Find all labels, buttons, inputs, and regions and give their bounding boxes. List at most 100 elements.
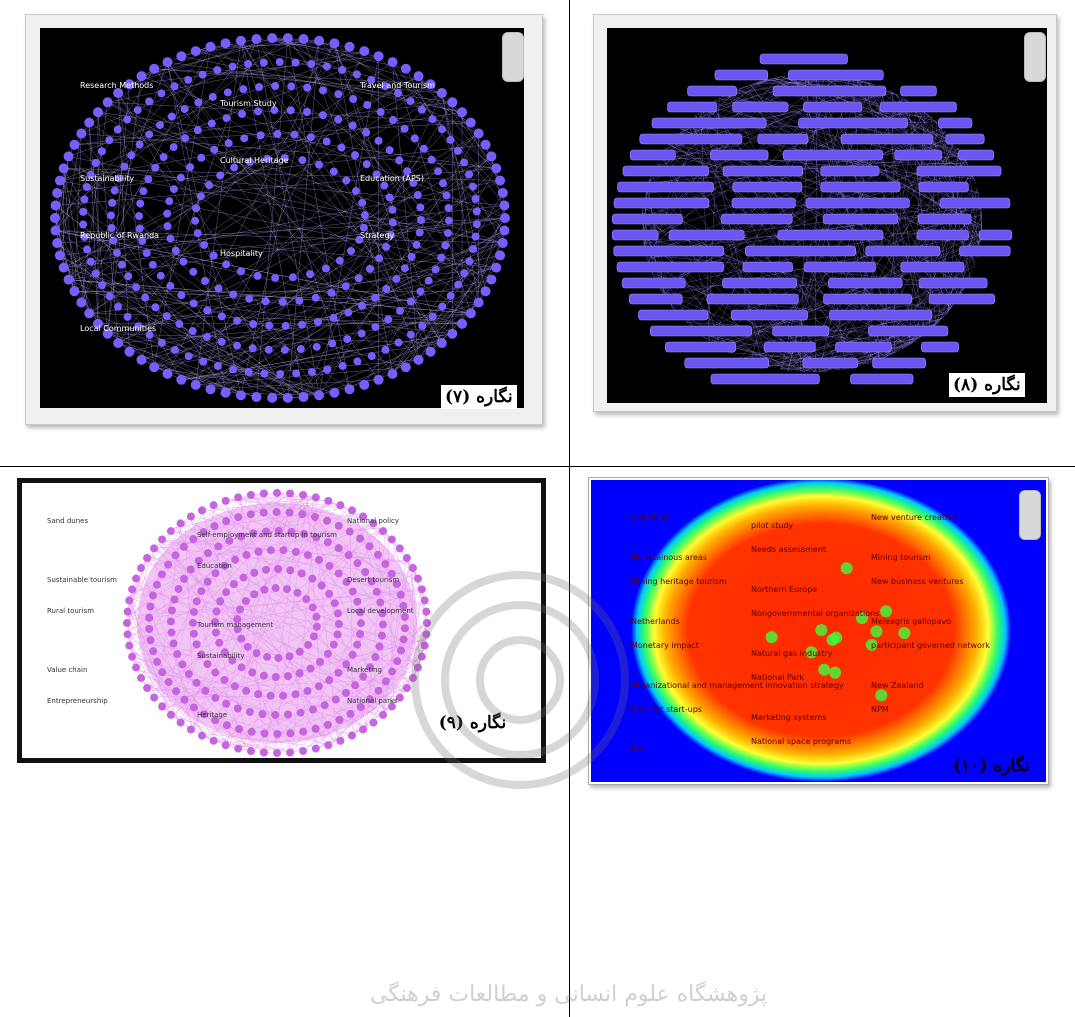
node (221, 496, 230, 505)
scroll-handle[interactable] (1019, 490, 1041, 540)
node-bar (865, 245, 941, 257)
node (387, 535, 396, 544)
node (425, 79, 436, 90)
node-bar (850, 373, 914, 385)
node (125, 641, 134, 650)
node (273, 729, 282, 738)
node (54, 250, 65, 261)
node (334, 90, 343, 99)
node (311, 493, 320, 502)
node (186, 163, 195, 172)
node (486, 274, 497, 285)
node (209, 251, 218, 260)
node (222, 721, 231, 730)
node (335, 256, 344, 265)
node (234, 513, 243, 522)
node (223, 88, 232, 97)
node (245, 707, 254, 716)
node (424, 276, 433, 285)
node (107, 211, 116, 220)
node (197, 587, 206, 596)
node (181, 134, 190, 143)
node (258, 710, 267, 719)
node-bar (823, 293, 912, 305)
node (410, 134, 419, 143)
node (165, 197, 174, 206)
node (306, 270, 315, 279)
node (293, 588, 302, 597)
node (201, 276, 210, 285)
node (220, 675, 229, 684)
node (298, 392, 309, 403)
node (298, 510, 307, 519)
node (307, 367, 316, 376)
node (79, 220, 88, 229)
term-label: New Zealand (871, 681, 924, 690)
node (113, 338, 124, 349)
term-label: Natural gas industry (751, 649, 833, 658)
node-bar (651, 117, 767, 129)
node (170, 345, 179, 354)
node (346, 709, 355, 718)
node (460, 158, 469, 167)
node (217, 337, 226, 346)
node (299, 490, 308, 499)
node (344, 308, 353, 317)
node (400, 613, 409, 622)
node (413, 191, 422, 200)
node (234, 493, 243, 502)
node-bar (918, 181, 969, 193)
node-bar (803, 261, 876, 273)
node (250, 568, 259, 577)
node (342, 660, 351, 669)
node-bar (938, 117, 973, 129)
node (388, 205, 397, 214)
node (211, 693, 220, 702)
node (400, 124, 409, 133)
term-label: Net (631, 745, 645, 754)
node (242, 550, 251, 559)
node (249, 529, 258, 538)
node (389, 115, 398, 124)
node (465, 170, 474, 179)
node (158, 702, 167, 711)
node (207, 119, 216, 128)
node (193, 126, 202, 135)
node (309, 632, 318, 641)
node (123, 312, 132, 321)
node (124, 346, 135, 357)
node (213, 66, 222, 75)
node (286, 489, 295, 498)
node (190, 46, 201, 57)
table-divider-vertical (569, 0, 570, 1017)
node (471, 232, 480, 241)
node (287, 527, 296, 536)
scroll-handle[interactable] (502, 32, 524, 82)
node (442, 191, 451, 200)
term-label: National Park (751, 673, 805, 682)
node (325, 589, 334, 598)
node-bar (650, 325, 752, 337)
node (381, 677, 390, 686)
scroll-handle[interactable] (1024, 32, 1046, 82)
node-label: Cultural Heritage (220, 156, 289, 165)
node-bar (894, 149, 943, 161)
node (381, 82, 390, 91)
node (382, 242, 391, 251)
node (444, 203, 453, 212)
node (149, 362, 160, 373)
node (251, 33, 262, 44)
term-label: New venture creation (871, 513, 957, 522)
node (250, 590, 259, 599)
node (162, 57, 173, 68)
node (222, 260, 231, 269)
node (234, 744, 243, 753)
node (473, 128, 484, 139)
node-bar (803, 101, 863, 113)
node (175, 320, 184, 329)
node (377, 631, 386, 640)
node (248, 319, 257, 328)
node (499, 225, 510, 236)
node (203, 660, 212, 669)
node (63, 274, 74, 285)
